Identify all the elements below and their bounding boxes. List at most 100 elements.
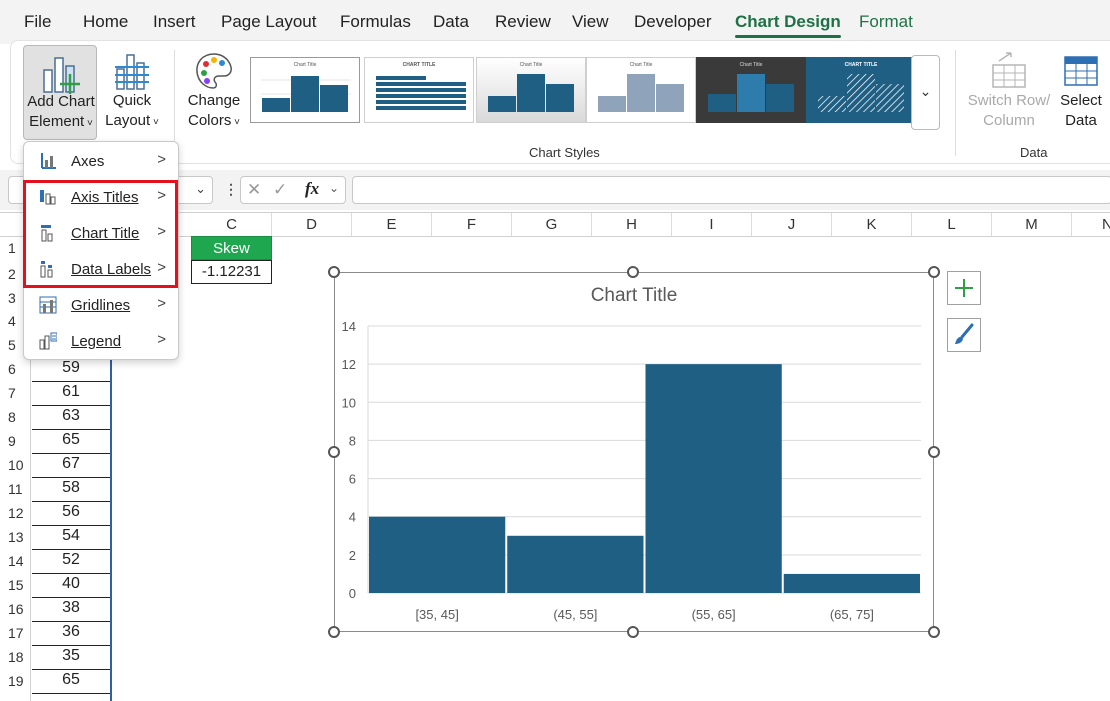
tab-developer[interactable]: Developer <box>634 12 712 31</box>
resize-handle-top-right[interactable] <box>928 266 940 278</box>
add-chart-element-button[interactable]: Add Chart Element ˅ <box>23 45 97 140</box>
tab-file[interactable]: File <box>24 12 52 31</box>
column-header-n[interactable]: N <box>1072 213 1110 236</box>
row-header[interactable]: 19 <box>8 673 24 689</box>
chart-style-thumbnail-4[interactable]: Chart Title <box>586 57 696 123</box>
cell-a15[interactable]: 40 <box>32 572 110 598</box>
change-colors-button[interactable]: Change Colors ˅ <box>182 45 246 140</box>
column-header-m[interactable]: M <box>992 213 1072 236</box>
chevron-down-icon[interactable]: ⌄ <box>329 181 340 195</box>
cell-a17[interactable]: 36 <box>32 620 110 646</box>
resize-handle-top-left[interactable] <box>328 266 340 278</box>
more-options-icon[interactable]: ⋮ <box>224 181 238 197</box>
tab-page-layout[interactable]: Page Layout <box>221 12 317 31</box>
insert-function-icon[interactable]: fx <box>305 179 320 198</box>
cell-a16[interactable]: 38 <box>32 596 110 622</box>
tab-view[interactable]: View <box>572 12 609 31</box>
row-header[interactable]: 7 <box>8 385 16 401</box>
chart-style-thumbnail-1[interactable]: Chart Title <box>250 57 360 123</box>
row-header[interactable]: 13 <box>8 529 24 545</box>
cell-c2-skew-value[interactable]: -1.12231 <box>191 260 272 284</box>
resize-handle-right[interactable] <box>928 446 940 458</box>
cell-a14[interactable]: 52 <box>32 548 110 574</box>
resize-handle-bottom-left[interactable] <box>328 626 340 638</box>
menu-item-axis-titles[interactable]: Axis Titles > <box>24 179 178 215</box>
tab-format[interactable]: Format <box>859 12 913 31</box>
tab-chart-design[interactable]: Chart Design <box>735 12 841 38</box>
data-group-label: Data <box>1020 145 1048 160</box>
cell-a6[interactable]: 59 <box>32 356 110 382</box>
row-header[interactable]: 6 <box>8 361 16 377</box>
chart-elements-button[interactable] <box>947 271 981 305</box>
column-header-h[interactable]: H <box>592 213 672 236</box>
column-header-g[interactable]: G <box>512 213 592 236</box>
menu-item-chart-title[interactable]: Chart Title > <box>24 215 178 251</box>
tab-home[interactable]: Home <box>83 12 129 31</box>
row-header[interactable]: 14 <box>8 553 24 569</box>
row-header[interactable]: 18 <box>8 649 24 665</box>
quick-layout-icon <box>115 54 149 90</box>
menu-item-legend[interactable]: Legend > <box>24 323 178 359</box>
row-header[interactable]: 3 <box>8 290 16 306</box>
chart-style-thumbnail-6[interactable]: CHART TITLE <box>806 57 916 123</box>
header-divider <box>0 236 1110 237</box>
column-header-i[interactable]: I <box>672 213 752 236</box>
column-header-j[interactable]: J <box>752 213 832 236</box>
chart-styles-more-button[interactable]: ⌄ <box>911 55 940 130</box>
chart-title[interactable]: Chart Title <box>590 285 678 306</box>
cell-a13[interactable]: 54 <box>32 524 110 550</box>
cell-a9[interactable]: 65 <box>32 428 110 454</box>
row-header[interactable]: 11 <box>8 481 23 497</box>
check-icon[interactable]: ✓ <box>273 180 288 199</box>
row-header[interactable]: 8 <box>8 409 16 425</box>
quick-layout-button[interactable]: Quick Layout ˅ <box>103 45 161 140</box>
row-header[interactable]: 15 <box>8 577 24 593</box>
resize-handle-bottom[interactable] <box>627 626 639 638</box>
resize-handle-bottom-right[interactable] <box>928 626 940 638</box>
select-data-button[interactable]: Select Data <box>1057 45 1107 140</box>
row-header[interactable]: 5 <box>8 337 16 353</box>
cell-a7[interactable]: 61 <box>32 380 110 406</box>
cell-a10[interactable]: 67 <box>32 452 110 478</box>
tab-review[interactable]: Review <box>495 12 551 31</box>
column-header-c[interactable]: C <box>192 213 272 236</box>
row-header[interactable]: 17 <box>8 625 24 641</box>
cell-a8[interactable]: 63 <box>32 404 110 430</box>
row-header[interactable]: 10 <box>8 457 24 473</box>
chart-style-thumbnail-2[interactable]: CHART TITLE <box>364 57 474 123</box>
histogram-chart[interactable]: Chart Title 0 2 4 6 8 10 12 14 [35, 45] (45, 55] (… <box>334 272 934 632</box>
row-header[interactable]: 1 <box>8 240 16 256</box>
resize-handle-top[interactable] <box>627 266 639 278</box>
column-header-k[interactable]: K <box>832 213 912 236</box>
chevron-down-icon[interactable]: ⌄ <box>195 181 206 196</box>
cell-a18[interactable]: 35 <box>32 644 110 670</box>
row-header[interactable]: 4 <box>8 313 16 329</box>
menu-item-axes[interactable]: Axes > <box>24 143 178 179</box>
chart-style-thumbnail-3[interactable]: Chart Title <box>476 57 586 123</box>
annotation-highlight-box <box>23 180 178 288</box>
tab-insert[interactable]: Insert <box>153 12 196 31</box>
column-header-f[interactable]: F <box>432 213 512 236</box>
cell-a12[interactable]: 56 <box>32 500 110 526</box>
column-header-e[interactable]: E <box>352 213 432 236</box>
switch-row-column-button[interactable]: Switch Row/ Column <box>963 45 1055 140</box>
resize-handle-left[interactable] <box>328 446 340 458</box>
cell-c1-skew-header[interactable]: Skew <box>191 236 272 260</box>
menu-item-data-labels[interactable]: Data Labels > <box>24 251 178 287</box>
row-header[interactable]: 2 <box>8 266 16 282</box>
row-header[interactable]: 16 <box>8 601 24 617</box>
row-header[interactable]: 9 <box>8 433 16 449</box>
formula-input[interactable] <box>352 176 1110 204</box>
chart-styles-button[interactable] <box>947 318 981 352</box>
tab-data[interactable]: Data <box>433 12 469 31</box>
column-header-d[interactable]: D <box>272 213 352 236</box>
chart-style-thumbnail-5[interactable]: Chart Title <box>696 57 806 123</box>
cancel-icon[interactable]: ✕ <box>247 180 262 199</box>
menu-item-gridlines[interactable]: Gridlines > <box>24 287 178 323</box>
cell-a11[interactable]: 58 <box>32 476 110 502</box>
row-header[interactable]: 12 <box>8 505 24 521</box>
tab-formulas[interactable]: Formulas <box>340 12 411 31</box>
chart-title-icon <box>41 225 53 242</box>
cell-a19[interactable]: 65 <box>32 668 110 694</box>
column-header-l[interactable]: L <box>912 213 992 236</box>
